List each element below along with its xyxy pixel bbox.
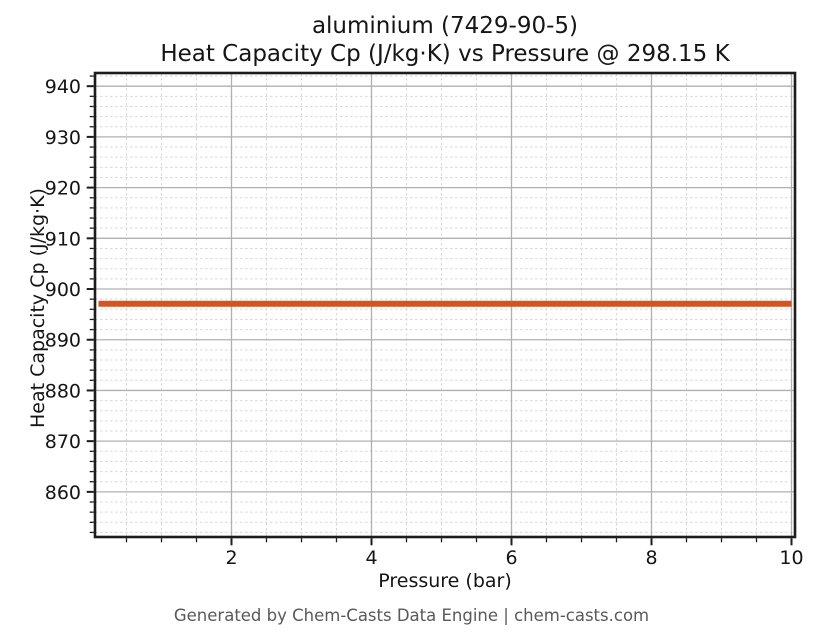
y-axis-label: Heat Capacity Cp (J/kg·K) <box>27 188 49 428</box>
y-tick-label: 880 <box>45 380 81 402</box>
footer-attribution: Generated by Chem-Casts Data Engine | ch… <box>173 606 650 625</box>
y-tick-label: 890 <box>45 330 81 352</box>
y-tick-label: 910 <box>45 228 81 250</box>
x-tick-label: 8 <box>645 547 657 569</box>
chart-title: aluminium (7429-90-5) Heat Capacity Cp (… <box>95 12 795 68</box>
y-tick-label: 870 <box>45 431 81 453</box>
y-tick-label: 920 <box>45 178 81 200</box>
y-tick-label: 940 <box>45 76 81 98</box>
y-tick-label: 860 <box>45 482 81 504</box>
y-tick-label: 900 <box>45 279 81 301</box>
x-tick-label: 4 <box>365 547 377 569</box>
x-axis-label: Pressure (bar) <box>378 570 512 592</box>
chart-title-line1: aluminium (7429-90-5) <box>311 13 579 39</box>
y-tick-label: 930 <box>45 127 81 149</box>
x-tick-label: 2 <box>225 547 237 569</box>
axes-spines <box>93 71 797 539</box>
x-tick-label: 6 <box>505 547 517 569</box>
chart-title-line2: Heat Capacity Cp (J/kg·K) vs Pressure @ … <box>160 41 730 67</box>
x-tick-label: 10 <box>779 547 803 569</box>
